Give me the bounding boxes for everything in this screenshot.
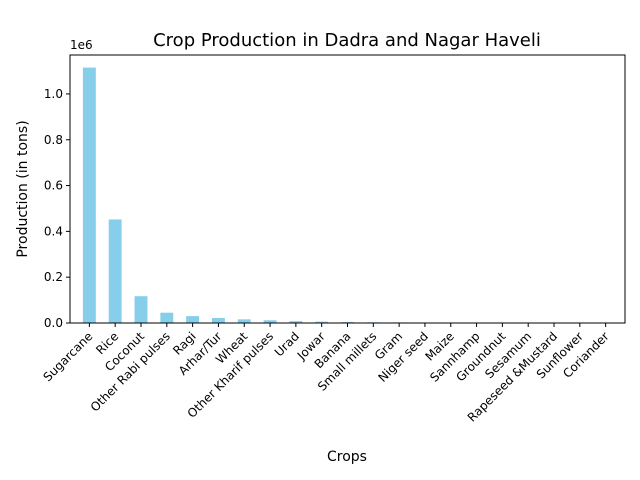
y-offset-label: 1e6 [70,38,93,52]
bar-coconut [134,296,148,323]
bar-rice [108,219,122,323]
y-tick-label: 0.0 [44,316,63,330]
y-axis-ticks: 0.0 0.2 0.4 0.6 0.8 1.0 [44,87,70,330]
bar-wheat [237,319,251,323]
y-axis-label: Production (in tons) [15,120,31,257]
bar-urad [289,321,303,323]
x-tick-label: Sugarcane [40,329,95,384]
bar-arhar-tur [211,317,225,323]
bar-jowar [315,321,329,323]
bars-group [82,67,613,323]
bar-sugarcane [82,67,96,323]
bar-ragi [186,316,200,323]
bar-other-rabi-pulses [160,312,174,323]
y-tick-label: 0.8 [44,133,63,147]
chart-title: Crop Production in Dadra and Nagar Havel… [153,30,541,51]
bar-other-kharif-pulses [263,320,277,323]
y-tick-label: 0.2 [44,270,63,284]
plot-frame [69,54,626,324]
y-tick-label: 0.6 [44,179,63,193]
x-axis-label: Crops [327,449,367,465]
y-tick-label: 0.4 [44,224,63,238]
y-tick-label: 1.0 [44,87,63,101]
